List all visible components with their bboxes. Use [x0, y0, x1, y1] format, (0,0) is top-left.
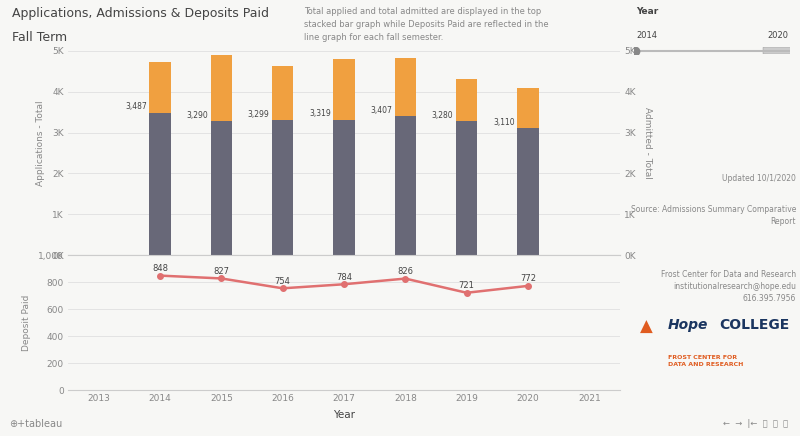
Text: 827: 827 — [214, 267, 230, 276]
Text: Total applied and total admitted are displayed in the top
stacked bar graph whil: Total applied and total admitted are dis… — [304, 7, 549, 42]
Bar — [150, 112, 170, 255]
FancyBboxPatch shape — [763, 47, 794, 54]
Bar — [272, 66, 294, 120]
Y-axis label: Deposit Paid: Deposit Paid — [22, 294, 31, 351]
Text: 3,487: 3,487 — [125, 102, 147, 112]
Text: ←  →  |←  ⛶  ⬛  ⛶: ← → |← ⛶ ⬛ ⛶ — [723, 419, 788, 429]
Text: Source: Admissions Summary Comparative
Report: Source: Admissions Summary Comparative R… — [630, 205, 796, 226]
Y-axis label: Admitted - Total: Admitted - Total — [642, 107, 652, 179]
Y-axis label: Applications - Total: Applications - Total — [36, 100, 46, 186]
Bar — [456, 79, 478, 121]
Bar — [394, 58, 416, 116]
Text: 3,299: 3,299 — [248, 110, 270, 119]
Bar — [210, 55, 232, 121]
Text: 3,407: 3,407 — [370, 106, 392, 115]
Text: Updated 10/1/2020: Updated 10/1/2020 — [722, 174, 796, 184]
Text: 826: 826 — [398, 267, 414, 276]
Text: Frost Center for Data and Research
institutionalresearch@hope.edu
616.395.7956: Frost Center for Data and Research insti… — [661, 270, 796, 303]
Text: 3,319: 3,319 — [309, 109, 331, 118]
Bar — [334, 59, 354, 119]
Bar — [456, 121, 478, 255]
Bar — [394, 116, 416, 255]
Text: 721: 721 — [458, 281, 474, 290]
Text: 3,290: 3,290 — [186, 110, 208, 119]
Text: Year: Year — [636, 7, 658, 16]
Text: 3,110: 3,110 — [493, 118, 515, 127]
Bar — [150, 62, 170, 112]
Text: 754: 754 — [274, 276, 290, 286]
Text: ⊕+tableau: ⊕+tableau — [10, 419, 63, 429]
Text: 2014: 2014 — [636, 31, 657, 40]
Text: ▲: ▲ — [640, 318, 653, 336]
Bar — [518, 128, 538, 255]
Bar — [272, 120, 294, 255]
Bar — [518, 89, 538, 128]
Text: Fall Term: Fall Term — [12, 31, 67, 44]
Text: 3,280: 3,280 — [432, 111, 454, 120]
Bar — [334, 119, 354, 255]
X-axis label: Year: Year — [333, 410, 355, 420]
Bar — [210, 121, 232, 255]
Text: 772: 772 — [520, 274, 536, 283]
Text: 784: 784 — [336, 272, 352, 282]
Text: COLLEGE: COLLEGE — [719, 318, 790, 332]
Text: Applications, Admissions & Deposits Paid: Applications, Admissions & Deposits Paid — [12, 7, 269, 20]
Text: 848: 848 — [152, 264, 168, 273]
Text: 2020: 2020 — [767, 31, 788, 40]
Text: Hope: Hope — [668, 318, 708, 332]
Text: FROST CENTER FOR
DATA AND RESEARCH: FROST CENTER FOR DATA AND RESEARCH — [668, 355, 743, 367]
